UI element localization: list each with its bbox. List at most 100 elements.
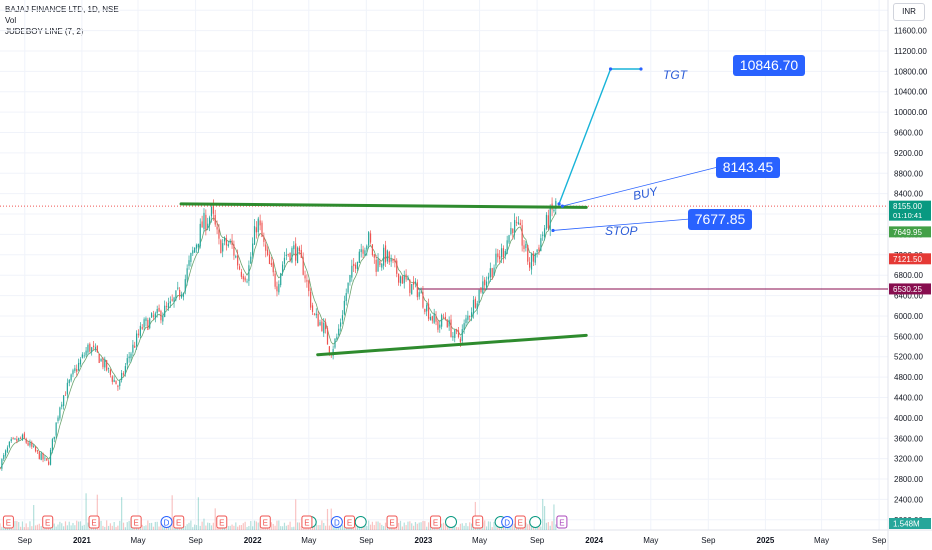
candle-body (532, 253, 534, 262)
candle (152, 310, 155, 320)
candle (199, 218, 201, 249)
volume-bar (74, 525, 76, 530)
volume-bar (106, 520, 108, 530)
currency-button[interactable]: INR (893, 3, 925, 21)
earnings-marker-shape (2, 515, 14, 529)
candle-body (199, 223, 201, 247)
candle (465, 314, 467, 327)
dividend-marker-shape (330, 516, 343, 528)
candle-body (259, 220, 261, 226)
candle (12, 436, 14, 440)
candle-body (119, 381, 121, 387)
annotations[interactable]: TGT 10846.70 BUY 8143.45 STOP 7677.85 (551, 55, 805, 238)
volume-bar (549, 525, 551, 530)
candle (536, 249, 538, 258)
candle-body (212, 205, 214, 214)
earnings-marker: E (301, 515, 313, 529)
candle-body (530, 254, 533, 270)
candle (165, 301, 168, 310)
candles[interactable] (0, 197, 557, 471)
candle (549, 204, 551, 237)
candle-body (192, 250, 194, 254)
volume-bar (291, 527, 293, 530)
candle-body (109, 369, 112, 375)
price-axis[interactable]: 2000.002400.002800.003200.003600.004000.… (889, 27, 931, 529)
volume-bar (186, 524, 188, 530)
candle-body (8, 441, 10, 447)
candle (237, 249, 239, 270)
volume-bar (113, 522, 115, 530)
volume-bar (543, 506, 546, 530)
candle (448, 316, 450, 331)
volume-bar (444, 524, 447, 530)
candle-body (190, 253, 192, 262)
volume-bar (212, 522, 214, 530)
candle-body (364, 250, 366, 256)
candle-body (143, 319, 145, 328)
volume-bar (119, 520, 121, 530)
candle-body (132, 344, 134, 353)
candle-body (373, 254, 375, 258)
candle (104, 356, 106, 371)
candle (343, 295, 345, 316)
candle-body (158, 307, 160, 312)
candle-body (240, 271, 243, 277)
candle-body (491, 268, 493, 277)
candle (10, 437, 12, 443)
candle-body (33, 446, 35, 448)
indicator-legend[interactable]: JUDEBOY LINE (7, 2) (5, 27, 84, 36)
candle-body (439, 324, 441, 328)
candle-body (136, 333, 138, 347)
candle-body (242, 276, 244, 280)
trend-lines[interactable] (179, 202, 588, 357)
event-markers[interactable]: D D DE E E E E E E E E E E E E E (2, 515, 568, 529)
candle-body (519, 222, 521, 226)
candle-body (261, 222, 263, 237)
candle-body (371, 244, 374, 256)
candle (87, 343, 89, 356)
earnings-marker: E (173, 515, 185, 529)
candle (291, 246, 293, 264)
candle (98, 353, 100, 364)
time-axis[interactable]: Sep 2021 May Sep 2022 May Sep 2023 May Sep 2024 May… (18, 536, 887, 545)
candle (0, 467, 1, 470)
candle-body (160, 310, 162, 321)
time-tick-label: 2021 (73, 536, 91, 545)
volume-legend[interactable]: Vol (5, 16, 17, 25)
volume-bar (343, 525, 345, 530)
symbol-title[interactable]: BAJAJ FINANCE LTD, 1D, NSE (5, 5, 119, 14)
candle-body (336, 336, 338, 340)
candle-body (134, 345, 136, 348)
candle-body (388, 251, 390, 263)
candle-body (96, 345, 98, 353)
volume-bar (31, 526, 33, 530)
volume-bar (551, 521, 553, 530)
target-projection-line (558, 68, 641, 205)
volume-bar (158, 526, 160, 530)
candle (308, 279, 310, 297)
volume-bar (500, 526, 503, 530)
candle-body (377, 259, 379, 272)
volume-bar (233, 525, 235, 530)
volume-bar (384, 522, 387, 530)
volume-bar (356, 525, 359, 530)
candle (502, 245, 505, 264)
candle (190, 252, 192, 267)
candle (369, 230, 372, 245)
candle-body (456, 329, 458, 332)
volume-bar (276, 520, 278, 530)
earnings-marker-text: E (133, 519, 138, 528)
volume-bar (128, 520, 130, 530)
candle (182, 292, 185, 301)
candle (444, 312, 447, 321)
candle-body (343, 300, 345, 315)
price-label-text: 7121.50 (893, 255, 922, 264)
volume-bar (491, 527, 493, 530)
volume-bar (340, 524, 342, 530)
candle (368, 231, 370, 249)
volume-bar (124, 527, 126, 530)
volume-bar (452, 526, 454, 530)
candle (180, 291, 183, 299)
candle (76, 364, 78, 377)
